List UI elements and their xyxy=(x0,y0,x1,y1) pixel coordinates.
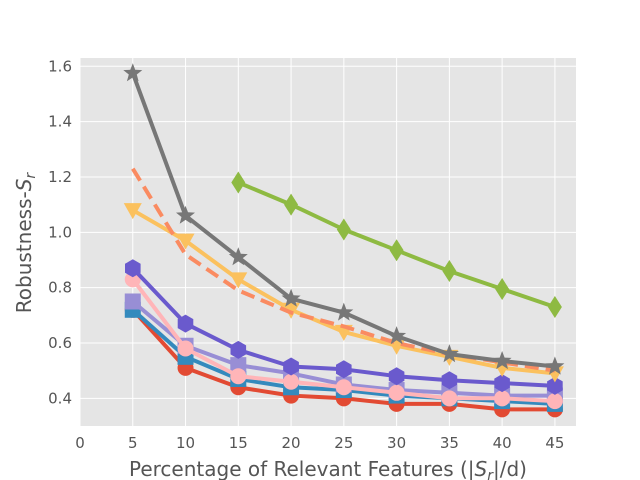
series-5 xyxy=(125,259,563,395)
data-point xyxy=(231,171,246,194)
x-tick-label: 30 xyxy=(387,434,406,452)
x-tick-label: 10 xyxy=(176,434,195,452)
y-axis-label: Robustness-Sr xyxy=(12,172,39,314)
data-point xyxy=(441,390,458,407)
data-point xyxy=(439,344,459,363)
data-point xyxy=(442,260,457,283)
x-tick-label: 5 xyxy=(128,434,138,452)
data-point xyxy=(388,384,405,401)
x-tick-label: 15 xyxy=(229,434,248,452)
y-axis-label-part-1: Robustness- xyxy=(12,191,36,313)
x-tick-label: 45 xyxy=(545,434,564,452)
data-point xyxy=(281,288,301,307)
data-point xyxy=(230,340,247,359)
data-point xyxy=(388,367,405,386)
data-point xyxy=(334,302,354,321)
y-tick-label: 0.4 xyxy=(48,389,72,407)
data-point xyxy=(230,357,247,374)
y-tick-label: 1.4 xyxy=(48,113,72,131)
tick-labels: 0 5 10 15 20 25 30 35 40 45 0.4 0.6 0.8 1.0 1.2 1.4 1.6 xyxy=(48,57,564,452)
series-8 xyxy=(123,63,565,375)
x-axis-label-var: S xyxy=(475,457,488,480)
x-axis-label-part-1: Percentage of Relevant Features (| xyxy=(129,457,475,480)
data-point xyxy=(177,314,194,333)
data-point xyxy=(387,326,407,345)
data-point xyxy=(494,374,510,393)
data-point xyxy=(283,357,299,376)
data-point xyxy=(123,203,142,220)
x-axis-label-part-2: |/d) xyxy=(493,457,527,480)
data-point xyxy=(284,193,299,216)
data-point xyxy=(176,205,195,224)
x-tick-label: 35 xyxy=(440,434,459,452)
data-point xyxy=(125,259,141,278)
x-tick-label: 0 xyxy=(75,434,85,452)
data-point xyxy=(389,239,404,262)
data-point xyxy=(228,247,248,266)
data-point xyxy=(546,393,563,410)
data-point xyxy=(176,233,195,250)
series-group xyxy=(123,63,565,418)
y-tick-label: 1.0 xyxy=(48,223,72,241)
x-tick-label: 20 xyxy=(282,434,301,452)
x-axis-label-subscript: r xyxy=(487,468,494,480)
data-point xyxy=(335,379,352,396)
data-point xyxy=(547,376,563,395)
data-point xyxy=(492,351,512,370)
y-tick-label: 1.2 xyxy=(48,168,72,186)
x-tick-label: 40 xyxy=(493,434,512,452)
y-axis-label-subscript: r xyxy=(23,172,39,179)
data-point xyxy=(124,293,141,310)
series-9 xyxy=(231,171,562,319)
x-axis-label: Percentage of Relevant Features (|Sr|/d) xyxy=(129,457,527,480)
y-tick-label: 0.6 xyxy=(48,334,72,352)
data-point xyxy=(177,340,194,357)
x-tick-label: 25 xyxy=(334,434,353,452)
data-point xyxy=(547,296,562,319)
data-point xyxy=(494,390,511,407)
data-point xyxy=(123,63,143,82)
data-point xyxy=(495,278,510,301)
data-point xyxy=(545,356,565,375)
y-tick-label: 0.8 xyxy=(48,279,72,297)
data-point xyxy=(336,218,351,241)
data-point xyxy=(283,373,300,390)
data-point xyxy=(336,360,352,379)
data-point xyxy=(229,272,248,289)
series-4 xyxy=(124,271,563,410)
data-point xyxy=(230,368,247,385)
y-tick-label: 1.6 xyxy=(48,57,72,75)
data-point xyxy=(441,371,458,390)
y-axis-label-var: S xyxy=(12,178,36,191)
